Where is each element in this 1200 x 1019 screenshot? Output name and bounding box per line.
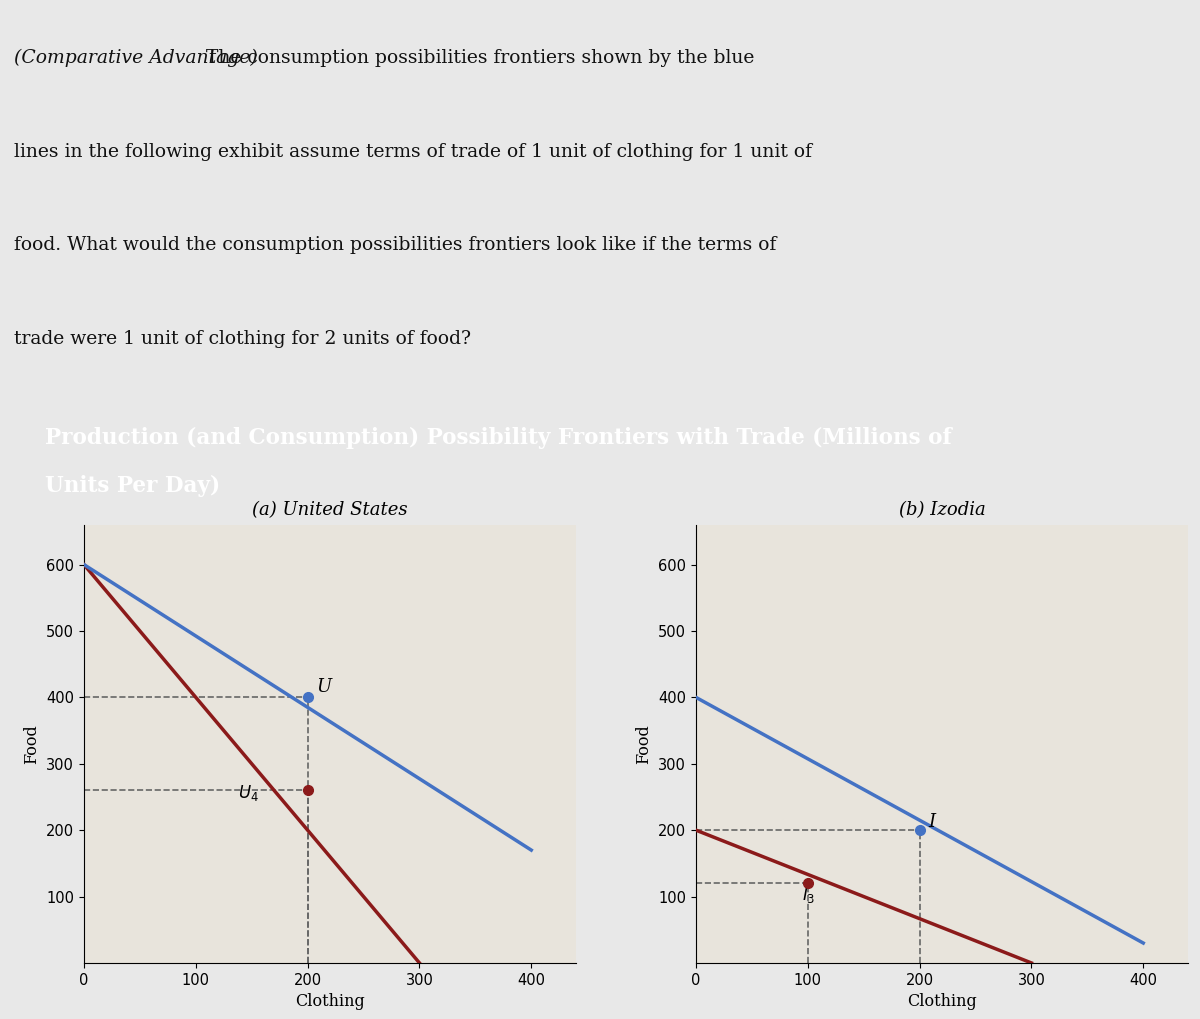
X-axis label: Clothing: Clothing	[295, 994, 365, 1010]
X-axis label: Clothing: Clothing	[907, 994, 977, 1010]
Text: food. What would the consumption possibilities frontiers look like if the terms : food. What would the consumption possibi…	[14, 236, 776, 255]
Text: (Comparative Advantage): (Comparative Advantage)	[14, 49, 258, 67]
Y-axis label: Food: Food	[636, 723, 653, 764]
Text: Units Per Day): Units Per Day)	[44, 475, 220, 496]
Text: $U_4$: $U_4$	[239, 784, 259, 803]
Text: I: I	[929, 813, 936, 830]
Text: Production (and Consumption) Possibility Frontiers with Trade (Millions of: Production (and Consumption) Possibility…	[44, 427, 952, 449]
Title: (a) United States: (a) United States	[252, 501, 408, 519]
Text: trade were 1 unit of clothing for 2 units of food?: trade were 1 unit of clothing for 2 unit…	[14, 330, 472, 348]
Text: $I_3$: $I_3$	[803, 884, 816, 905]
Title: (b) Izodia: (b) Izodia	[899, 501, 985, 519]
Text: The consumption possibilities frontiers shown by the blue: The consumption possibilities frontiers …	[200, 49, 755, 67]
Text: lines in the following exhibit assume terms of trade of 1 unit of clothing for 1: lines in the following exhibit assume te…	[14, 143, 812, 161]
Text: U: U	[317, 678, 331, 696]
Y-axis label: Food: Food	[24, 723, 41, 764]
